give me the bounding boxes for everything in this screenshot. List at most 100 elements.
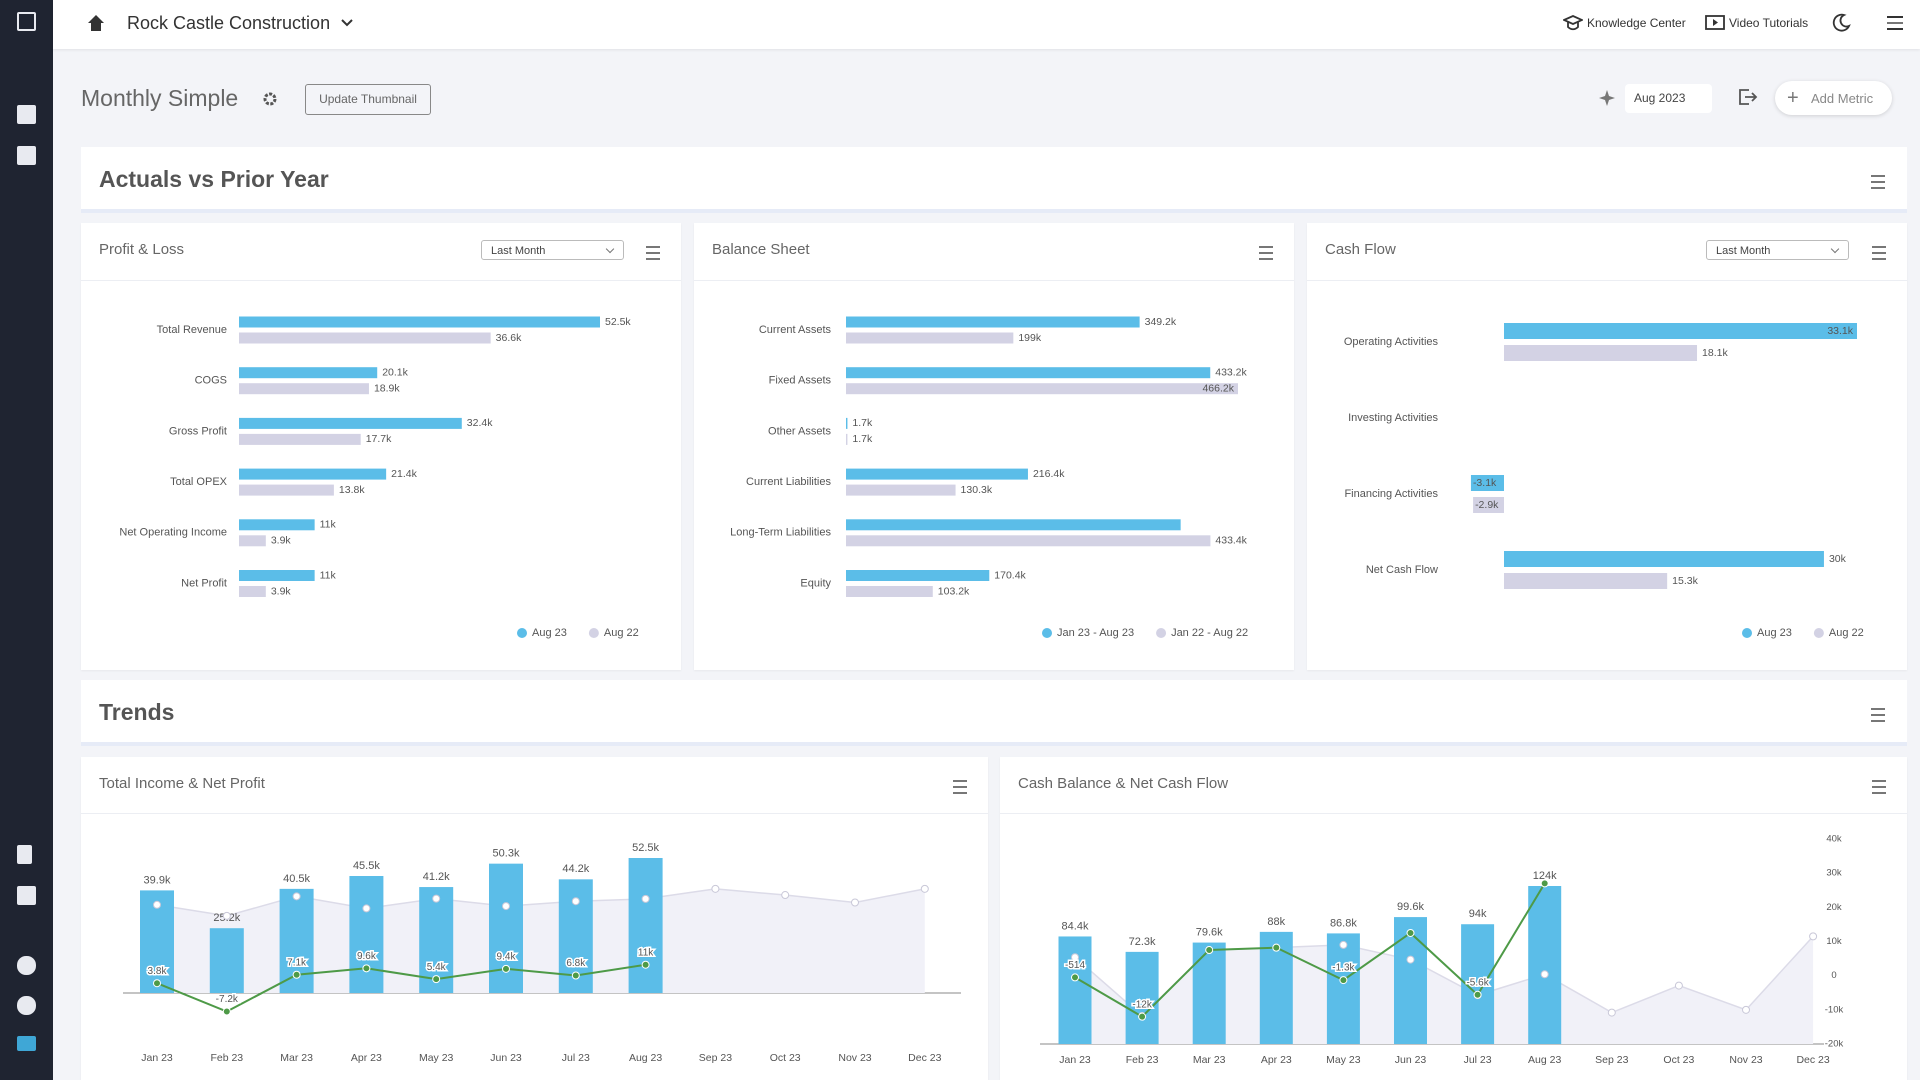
bar <box>209 928 244 993</box>
area-point <box>1339 940 1348 949</box>
value-label: 5.4k <box>427 962 447 973</box>
theme-icon[interactable] <box>1831 13 1851 33</box>
line-point <box>1339 976 1348 985</box>
divider <box>81 813 988 814</box>
chart-title: Total Income & Net Profit <box>99 775 265 792</box>
line-point <box>1205 946 1214 955</box>
section-menu[interactable] <box>1871 175 1885 189</box>
line-point <box>1406 928 1415 937</box>
logo[interactable] <box>17 12 36 31</box>
filter-dropdown[interactable]: Last Month <box>481 240 624 260</box>
value-label: 11k <box>320 519 337 531</box>
area-point <box>1607 1008 1616 1017</box>
line-point <box>502 964 510 973</box>
add-metric-button[interactable]: + Add Metric <box>1775 81 1892 115</box>
x-tick-label: Feb 23 <box>210 1052 243 1064</box>
sparkle-icon[interactable] <box>1598 89 1616 107</box>
x-tick-label: Nov 23 <box>1729 1054 1762 1066</box>
update-thumbnail-button[interactable]: Update Thumbnail <box>305 84 431 115</box>
legend-swatch <box>1813 628 1824 638</box>
x-tick-label: Dec 23 <box>1796 1054 1829 1066</box>
value-label: 3.9k <box>271 585 292 597</box>
chevron <box>341 19 353 27</box>
area-point <box>781 891 790 900</box>
value-label: 86.8k <box>1330 917 1357 929</box>
table-icon[interactable] <box>17 886 36 905</box>
video-link[interactable]: Video Tutorials <box>1729 16 1809 30</box>
chart-menu[interactable] <box>1259 246 1273 260</box>
chart-card: Current Assets 349.2k 199k Fixed Assets 433.… <box>694 223 1294 670</box>
category-label: Current Assets <box>759 324 832 336</box>
x-tick-label: Jun 23 <box>1395 1054 1427 1066</box>
badge[interactable] <box>17 1036 36 1051</box>
y2-tick-label: 0 <box>1831 970 1836 981</box>
section-header: Trends <box>81 680 1907 746</box>
value-label: 1.7k <box>852 433 873 445</box>
value-label: 7.1k <box>287 957 307 968</box>
section-menu[interactable] <box>1871 708 1885 722</box>
period-dropdown[interactable]: Aug 2023 <box>1625 84 1712 113</box>
chart-menu[interactable] <box>646 246 660 260</box>
legend-label: Jan 23 - Aug 23 <box>1057 627 1134 639</box>
bar <box>846 468 1028 480</box>
home-icon[interactable] <box>86 13 106 33</box>
bar <box>1504 573 1668 589</box>
area-point <box>502 902 510 911</box>
legend-label: Aug 22 <box>1829 627 1864 639</box>
chart-menu[interactable] <box>953 780 967 794</box>
area-point <box>641 894 650 903</box>
value-label: -5.6k <box>1466 977 1489 988</box>
x-tick-label: Jun 23 <box>490 1052 522 1064</box>
area-point <box>851 898 859 907</box>
category-label: Investing Activities <box>1348 412 1438 424</box>
value-label: 52.5k <box>605 316 631 328</box>
dashboard-icon[interactable] <box>17 105 36 124</box>
top-bar: Rock Castle Construction Knowledge Cente… <box>53 0 1920 49</box>
legend-swatch <box>1042 628 1052 638</box>
gear-icon[interactable] <box>262 91 278 107</box>
chart-menu[interactable] <box>1872 780 1886 794</box>
book-icon[interactable] <box>17 845 32 864</box>
main-menu[interactable] <box>1887 16 1903 30</box>
filter-dropdown[interactable]: Last Month <box>1706 240 1849 260</box>
value-label: 433.2k <box>1215 366 1247 378</box>
value-label: 84.4k <box>1062 920 1089 932</box>
category-label: Net Operating Income <box>119 527 227 539</box>
chart-card: 84.4k 72.3k 79.6k 88k 86.8k 99.6k 94k 124k -514 -… <box>1000 757 1907 1080</box>
bar <box>846 484 956 496</box>
x-tick-label: Sep 23 <box>699 1052 732 1064</box>
value-label: -12k <box>1132 999 1152 1010</box>
users-icon[interactable] <box>17 956 36 975</box>
bar <box>1125 951 1159 1044</box>
value-label: -2.9k <box>1475 499 1499 511</box>
line <box>1074 882 1546 1018</box>
line-point <box>571 971 580 980</box>
value-label: -1.3k <box>1332 963 1355 974</box>
value-label: 11k <box>638 947 654 958</box>
video-icon <box>1705 15 1725 30</box>
value-label: 20.1k <box>382 366 408 378</box>
line-point <box>153 979 161 988</box>
legend-swatch <box>517 628 527 638</box>
export-icon[interactable] <box>1738 88 1758 106</box>
area-point <box>1674 981 1683 990</box>
plus-icon: + <box>1787 87 1799 109</box>
category-label: Net Profit <box>181 577 227 589</box>
value-label: 349.2k <box>1145 316 1177 328</box>
knowledge-link[interactable]: Knowledge Center <box>1587 16 1686 30</box>
x-tick-label: Nov 23 <box>838 1052 871 1064</box>
reports-icon[interactable] <box>17 146 36 165</box>
area-point <box>1742 1005 1750 1014</box>
chart: 84.4k 72.3k 79.6k 88k 86.8k 99.6k 94k 124k -514 -… <box>1040 834 1843 1066</box>
chart-title: Profit & Loss <box>99 241 185 258</box>
chart-card: Operating Activities 33.1k 18.1k Investing … <box>1307 223 1907 670</box>
y2-tick-label: 30k <box>1826 868 1842 879</box>
settings-icon[interactable] <box>17 996 36 1015</box>
area-point <box>571 897 580 906</box>
company-name[interactable]: Rock Castle Construction <box>127 13 331 33</box>
line-point <box>432 975 441 984</box>
legend-label: Jan 22 - Aug 22 <box>1171 627 1248 639</box>
bar <box>846 332 1014 344</box>
chart-menu[interactable] <box>1872 246 1886 260</box>
chart: Total Revenue 52.5k 36.6k COGS 20.1k 18.9k Gro… <box>119 316 638 639</box>
